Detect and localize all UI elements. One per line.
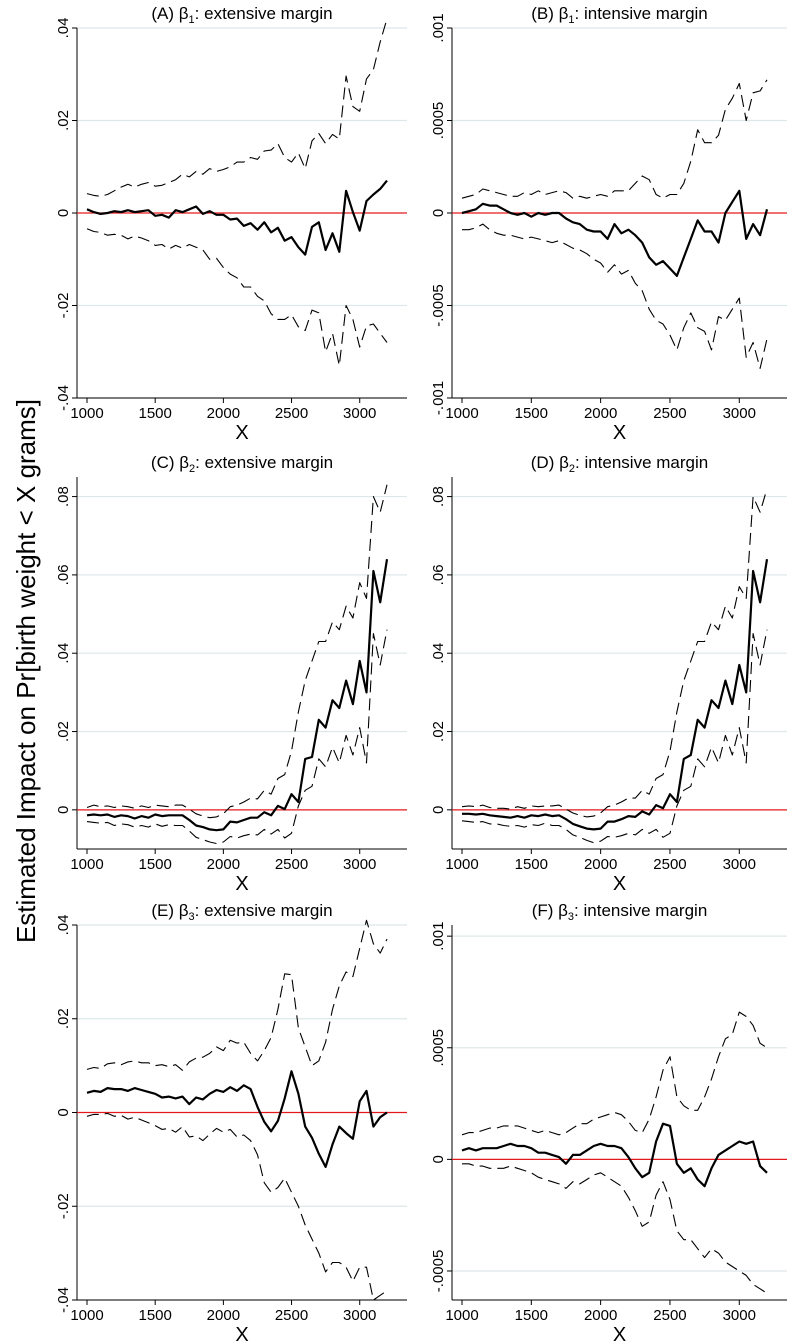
y-tick-label: -.02 — [55, 293, 72, 319]
x-tick-label: 2500 — [653, 405, 686, 422]
panel-title: (D) β2: intensive margin — [531, 453, 708, 475]
x-tick-label: 2500 — [653, 1307, 686, 1324]
y-tick-label: .0005 — [430, 102, 447, 140]
y-tick-label: 0 — [55, 1108, 72, 1116]
ci-lower-line — [86, 228, 388, 367]
panel-F: -.0005 0 .0005 .001 1000 1500 2000 2500 3000 X (F)… — [430, 901, 787, 1343]
panel-B: -.001 -.0005 0 .0005 .001 1000 1500 2000 2500 300… — [430, 4, 787, 444]
y-tick-label: .06 — [55, 564, 72, 585]
y-tick-label: .04 — [55, 643, 72, 664]
x-tick-label: 1500 — [515, 1307, 548, 1324]
x-tick-label: 1500 — [515, 405, 548, 422]
ci-upper-line — [86, 484, 388, 819]
x-axis-label: X — [613, 1324, 626, 1343]
x-tick-label: 1500 — [138, 856, 171, 873]
y-tick-label: 0 — [430, 806, 447, 814]
x-tick-label: 3000 — [343, 856, 376, 873]
panel-C: 0 .02 .04 .06 .08 1000 1500 2000 2500 3000 X (C) β2… — [55, 453, 407, 895]
x-tick-label: 2000 — [207, 856, 240, 873]
y-tick-label: .0005 — [430, 1029, 447, 1067]
x-tick-label: 3000 — [343, 405, 376, 422]
x-tick-label: 1000 — [70, 405, 103, 422]
y-tick-label: -.02 — [55, 1193, 72, 1219]
panel-title: (A) β1: extensive margin — [151, 4, 332, 26]
x-tick-label: 3000 — [723, 405, 756, 422]
x-tick-label: 2000 — [584, 1307, 617, 1324]
y-tick-label: .02 — [55, 721, 72, 742]
x-tick-label: 2000 — [207, 1307, 240, 1324]
ci-upper-line — [461, 79, 768, 199]
estimate-line — [461, 1122, 768, 1188]
x-axis-label: X — [235, 873, 248, 895]
x-tick-label: 2500 — [275, 405, 308, 422]
panel-title: (C) β2: extensive margin — [151, 453, 333, 475]
y-tick-label: 0 — [55, 209, 72, 217]
x-tick-label: 2500 — [653, 856, 686, 873]
y-tick-label: .04 — [55, 915, 72, 936]
ci-upper-line — [86, 18, 388, 197]
x-tick-label: 2500 — [275, 1307, 308, 1324]
figure-y-axis-label: Estimated Impact on Pr[birth weight < X … — [11, 399, 41, 943]
estimate-line — [462, 559, 769, 831]
ci-lower-line — [461, 629, 768, 844]
y-tick-label: -.0005 — [430, 1250, 447, 1293]
y-tick-label: 0 — [430, 209, 447, 217]
x-tick-label: 1000 — [445, 405, 478, 422]
x-tick-label: 3000 — [343, 1307, 376, 1324]
y-tick-label: 0 — [55, 806, 72, 814]
y-tick-label: 0 — [430, 1155, 447, 1163]
y-tick-label: .04 — [55, 18, 72, 39]
panel-title: (B) β1: intensive margin — [531, 4, 708, 26]
estimate-line — [461, 189, 769, 277]
y-tick-label: .04 — [430, 643, 447, 664]
x-tick-label: 1000 — [445, 856, 478, 873]
x-tick-label: 2000 — [584, 405, 617, 422]
estimate-line — [86, 559, 389, 832]
x-tick-label: 2000 — [584, 856, 617, 873]
x-tick-label: 1000 — [70, 1307, 103, 1324]
x-tick-label: 2500 — [275, 856, 308, 873]
ci-upper-line — [86, 919, 388, 1071]
y-tick-label: .08 — [55, 486, 72, 507]
x-axis-label: X — [613, 422, 626, 444]
ci-lower-line — [462, 1163, 768, 1294]
y-tick-label: -.001 — [430, 381, 447, 415]
ci-lower-line — [86, 1112, 388, 1301]
x-axis-label: X — [235, 1324, 248, 1343]
y-tick-label: -.04 — [55, 1287, 72, 1313]
panel-title: (E) β3: extensive margin — [151, 901, 332, 923]
x-tick-label: 1500 — [138, 405, 171, 422]
x-axis-label: X — [235, 422, 248, 444]
y-tick-label: -.04 — [55, 385, 72, 411]
panel-title: (F) β3: intensive margin — [532, 901, 708, 923]
x-tick-label: 2000 — [207, 405, 240, 422]
x-tick-label: 3000 — [723, 856, 756, 873]
estimate-line — [86, 1070, 388, 1169]
x-tick-label: 1500 — [138, 1307, 171, 1324]
x-tick-label: 3000 — [723, 1307, 756, 1324]
ci-upper-line — [461, 1011, 768, 1136]
panel-A: -.04 -.02 0 .02 .04 1000 1500 2000 2500 3000 X (A) … — [55, 4, 407, 444]
estimate-line — [86, 179, 388, 256]
ci-lower-line — [86, 629, 388, 845]
x-axis-label: X — [613, 873, 626, 895]
ci-upper-line — [461, 488, 768, 818]
y-tick-label: .02 — [55, 110, 72, 131]
x-tick-label: 1500 — [515, 856, 548, 873]
y-tick-label: .02 — [430, 721, 447, 742]
x-tick-label: 1000 — [70, 856, 103, 873]
ci-lower-line — [462, 223, 768, 369]
y-tick-label: .06 — [430, 564, 447, 585]
y-tick-label: .02 — [55, 1008, 72, 1029]
x-tick-label: 1000 — [445, 1307, 478, 1324]
panel-D: 0 .02 .04 .06 .08 1000 1500 2000 2500 3000 X (D) β2… — [430, 453, 787, 895]
panel-E: -.04 -.02 0 .02 .04 1000 1500 2000 2500 3000 X (E) … — [55, 901, 407, 1343]
y-tick-label: .001 — [430, 922, 447, 951]
y-tick-label: -.0005 — [430, 284, 447, 327]
y-tick-label: .001 — [430, 13, 447, 42]
y-tick-label: .08 — [430, 486, 447, 507]
